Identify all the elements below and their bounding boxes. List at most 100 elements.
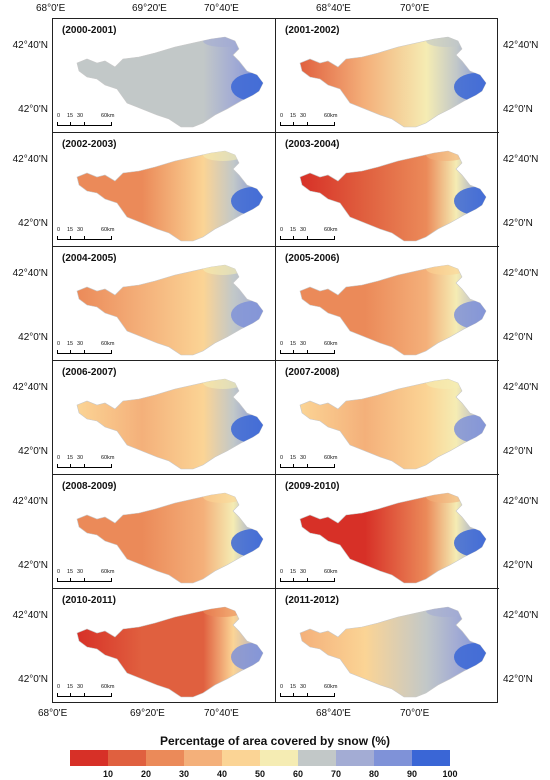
lat-label-south: 42°0'N <box>503 446 533 457</box>
legend-colorbar <box>70 750 450 766</box>
snow-cover-map <box>299 492 487 584</box>
scale-bar-label: 0 <box>57 455 61 461</box>
map-panel-2003-2004: (2003-2004) 0 15 30 60km <box>276 133 499 247</box>
scale-bar-label: 15 <box>290 341 297 347</box>
scale-bar-label: 0 <box>57 113 61 119</box>
panel-title: (2003-2004) <box>285 139 340 150</box>
legend-color-cell <box>222 750 260 766</box>
legend-color-cell <box>336 750 374 766</box>
lat-label-south: 42°0'N <box>18 218 48 229</box>
lat-label-north: 42°40'N <box>12 382 48 393</box>
scale-bar-label: 60km <box>324 684 338 690</box>
scale-bar: 0 15 30 60km <box>280 684 380 698</box>
panel-title: (2009-2010) <box>285 481 340 492</box>
top-lon-label-1: 68°0'E <box>36 3 66 14</box>
panel-title: (2000-2001) <box>62 25 117 36</box>
legend-tick-label: 40 <box>216 769 228 779</box>
lat-label-north: 42°40'N <box>503 40 539 51</box>
scale-bar-label: 15 <box>290 684 297 690</box>
legend-tick-label: 50 <box>254 769 266 779</box>
scale-bar-label: 15 <box>290 569 297 575</box>
lat-label-north: 42°40'N <box>503 496 539 507</box>
scale-bar-label: 30 <box>77 569 84 575</box>
scale-bar-label: 15 <box>290 227 297 233</box>
bottom-lon-label-5: 70°0'E <box>400 708 430 719</box>
lat-label-south: 42°0'N <box>18 104 48 115</box>
lat-label-south: 42°0'N <box>18 560 48 571</box>
lat-label-north: 42°40'N <box>503 610 539 621</box>
scale-bar-label: 15 <box>67 341 74 347</box>
map-panel-2008-2009: (2008-2009) 0 15 30 60km <box>53 475 276 589</box>
panel-title: (2005-2006) <box>285 253 340 264</box>
legend-tick-label: 100 <box>442 769 458 779</box>
scale-bar: 0 15 30 60km <box>57 455 157 469</box>
scale-bar-label: 30 <box>300 455 307 461</box>
snow-cover-map <box>299 36 487 128</box>
scale-bar-label: 60km <box>101 455 115 461</box>
panel-title: (2007-2008) <box>285 367 340 378</box>
map-panel-2001-2002: (2001-2002) 0 15 30 60km <box>276 19 499 133</box>
scale-bar-label: 15 <box>67 455 74 461</box>
lat-label-south: 42°0'N <box>503 560 533 571</box>
panel-title: (2001-2002) <box>285 25 340 36</box>
bottom-lon-label-2: 69°20'E <box>130 708 165 719</box>
scale-bar-label: 30 <box>77 684 84 690</box>
scale-bar-label: 60km <box>324 569 338 575</box>
bottom-lon-label-1: 68°0'E <box>38 708 68 719</box>
scale-bar-label: 30 <box>300 227 307 233</box>
scale-bar-label: 0 <box>280 341 284 347</box>
top-lon-label-2: 69°20'E <box>132 3 167 14</box>
legend-color-cell <box>412 750 450 766</box>
lat-label-south: 42°0'N <box>18 446 48 457</box>
snow-cover-map <box>76 606 264 698</box>
scale-bar-label: 30 <box>300 569 307 575</box>
scale-bar-label: 0 <box>57 341 61 347</box>
legend-tick-label: 10 <box>102 769 114 779</box>
scale-bar-label: 30 <box>300 341 307 347</box>
map-panel-2006-2007: (2006-2007) 0 15 30 60km <box>53 361 276 475</box>
scale-bar-label: 60km <box>101 684 115 690</box>
scale-bar-label: 30 <box>300 113 307 119</box>
scale-bar-label: 30 <box>77 113 84 119</box>
panel-title: (2010-2011) <box>62 595 116 606</box>
scale-bar-label: 60km <box>324 227 338 233</box>
legend-tick-label: 60 <box>292 769 304 779</box>
legend-tick-label: 20 <box>140 769 152 779</box>
snow-cover-map <box>299 150 487 242</box>
map-panel-2010-2011: (2010-2011) 0 15 30 60km <box>53 589 276 703</box>
scale-bar-label: 60km <box>101 569 115 575</box>
map-panel-2011-2012: (2011-2012) 0 15 30 60km <box>276 589 499 703</box>
legend-color-cell <box>260 750 298 766</box>
map-panel-2000-2001: (2000-2001) 0 15 30 60km <box>53 19 276 133</box>
scale-bar-label: 30 <box>77 455 84 461</box>
lat-label-north: 42°40'N <box>12 154 48 165</box>
scale-bar-label: 0 <box>57 227 61 233</box>
scale-bar-label: 60km <box>101 341 115 347</box>
lat-label-north: 42°40'N <box>503 382 539 393</box>
scale-bar-label: 0 <box>280 569 284 575</box>
panel-title: (2002-2003) <box>62 139 117 150</box>
legend-tick-label: 70 <box>330 769 342 779</box>
lat-label-south: 42°0'N <box>503 332 533 343</box>
scale-bar-label: 30 <box>77 227 84 233</box>
scale-bar-label: 15 <box>67 113 74 119</box>
scale-bar-label: 0 <box>280 455 284 461</box>
snow-cover-map <box>76 492 264 584</box>
scale-bar: 0 15 30 60km <box>280 455 380 469</box>
scale-bar: 0 15 30 60km <box>280 569 380 583</box>
legend-color-cell <box>146 750 184 766</box>
legend-tick-label: 30 <box>178 769 190 779</box>
scale-bar-label: 15 <box>67 227 74 233</box>
legend-color-cell <box>374 750 412 766</box>
map-panel-2009-2010: (2009-2010) 0 15 30 60km <box>276 475 499 589</box>
bottom-lon-label-4: 68°40'E <box>316 708 351 719</box>
map-panel-2002-2003: (2002-2003) 0 15 30 60km <box>53 133 276 247</box>
lat-label-north: 42°40'N <box>12 610 48 621</box>
scale-bar-label: 0 <box>280 227 284 233</box>
top-lon-label-4: 68°40'E <box>316 3 351 14</box>
snow-cover-map <box>299 378 487 470</box>
snow-cover-map <box>76 378 264 470</box>
scale-bar: 0 15 30 60km <box>280 341 380 355</box>
map-panel-grid: (2000-2001) 0 15 30 60km (2001-2002) 0 15 30 60km… <box>52 18 499 703</box>
map-panel-2005-2006: (2005-2006) 0 15 30 60km <box>276 247 499 361</box>
